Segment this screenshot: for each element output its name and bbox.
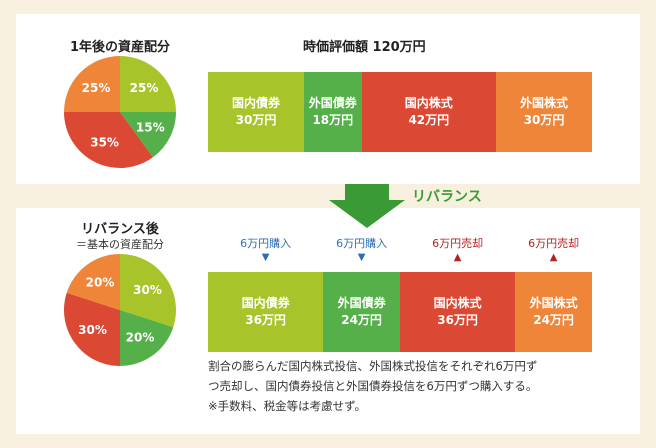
action-sell-3: 6万円売却 ▲: [413, 236, 503, 264]
rebalance-label: リバランス: [412, 189, 482, 205]
bar-before-segment-amount-3: 42万円: [408, 113, 450, 127]
triangle-down-icon: ▼: [357, 252, 366, 263]
down-arrow-icon: [329, 184, 405, 228]
bar-after-segment-name-1: 国内債券: [241, 296, 290, 310]
pie-chart-after: 30% 20% 30% 20%: [64, 254, 176, 366]
pie-before-slice-label-1: 25%: [130, 81, 159, 95]
pie-title-after: リバランス後: [81, 222, 159, 237]
bar-after-segment-name-4: 外国株式: [529, 296, 578, 310]
pie-after-slice-label-4: 20%: [86, 276, 115, 290]
triangle-up-icon: ▲: [453, 252, 462, 263]
pie-title-before: 1年後の資産配分: [69, 40, 171, 55]
pie-before-slice-3: [64, 112, 153, 168]
bar-before-segment-name-2: 外国債券: [308, 96, 357, 110]
bar-after-segment-name-2: 外国債券: [337, 296, 386, 310]
bar-after-segment-amount-2: 24万円: [341, 313, 382, 327]
bar-before-segment-name-3: 国内株式: [404, 96, 453, 110]
action-sell-4: 6万円売却 ▲: [509, 236, 599, 264]
bar-after-segment-amount-1: 36万円: [245, 313, 286, 327]
bar-title-before: 時価評価額 120万円: [303, 40, 426, 55]
bar-before-segment-1: 国内債券 30万円: [208, 72, 304, 152]
bar-after-segment-3: 国内株式 36万円: [399, 272, 516, 352]
bar-before-segment-name-1: 国内債券: [231, 96, 280, 110]
pie-subtitle-after: ＝基本の資産配分: [76, 238, 164, 251]
pie-before-slice-4: [64, 56, 120, 112]
action-text-2: 6万円購入: [336, 237, 388, 250]
pie-before-slice-2: [120, 112, 176, 158]
bar-before-segment-name-4: 外国株式: [519, 96, 568, 110]
triangle-down-icon: ▼: [261, 252, 270, 263]
pie-after-slice-label-1: 30%: [133, 283, 162, 297]
pie-before-slice-label-4: 25%: [82, 81, 111, 95]
triangle-up-icon: ▲: [549, 252, 558, 263]
pie-before-slice-label-2: 15%: [136, 120, 165, 134]
note-line-3: ※手数料、税金等は考慮せず。: [208, 399, 366, 413]
stacked-bar-before: 国内債券 30万円 外国債券 18万円 国内株式 42万円 外国株式 30万円: [208, 72, 592, 152]
action-text-3: 6万円売却: [432, 237, 484, 250]
bar-before-segment-amount-1: 30万円: [235, 113, 277, 127]
pie-after-slice-4: [66, 254, 120, 310]
action-buy-1: 6万円購入 ▼: [221, 236, 311, 264]
bar-after-segment-amount-4: 24万円: [533, 313, 574, 327]
action-text-4: 6万円売却: [528, 237, 580, 250]
pie-after-slice-3: [64, 292, 120, 366]
bar-before-segment-3: 国内株式 42万円: [361, 72, 496, 152]
bar-after-segment-1: 国内債券 36万円: [208, 272, 324, 352]
bar-before-segment-amount-4: 30万円: [523, 113, 565, 127]
pie-after-slice-2: [120, 310, 174, 366]
bar-after-segment-amount-3: 36万円: [437, 313, 478, 327]
note-line-1: 割合の膨らんだ国内株式投信、外国株式投信をそれぞれ6万円ず: [208, 359, 538, 373]
bar-after-segment-2: 外国債券 24万円: [323, 272, 400, 352]
explanation-note: 割合の膨らんだ国内株式投信、外国株式投信をそれぞれ6万円ず つ売却し、国内債券投…: [208, 356, 624, 416]
pie-after-slice-1: [120, 254, 176, 328]
bar-after-segment-4: 外国株式 24万円: [515, 272, 592, 352]
stacked-bar-after: 国内債券 36万円 外国債券 24万円 国内株式 36万円 外国株式 24万円: [208, 272, 592, 352]
pie-chart-before: 25% 15% 35% 25%: [64, 56, 176, 168]
bar-before-segment-4: 外国株式 30万円: [495, 72, 592, 152]
bar-before-segment-amount-2: 18万円: [312, 113, 354, 127]
pie-before-slice-1: [120, 56, 176, 112]
pie-before-slice-label-3: 35%: [90, 135, 119, 149]
bar-before-segment-2: 外国債券 18万円: [304, 72, 362, 152]
pie-after-slice-label-3: 30%: [78, 323, 107, 337]
action-buy-2: 6万円購入 ▼: [317, 236, 407, 264]
action-text-1: 6万円購入: [240, 237, 292, 250]
bar-after-segment-name-3: 国内株式: [433, 296, 482, 310]
note-line-2: つ売却し、国内債券投信と外国債券投信を6万円ずつ購入する。: [208, 379, 538, 393]
pie-after-slice-label-2: 20%: [126, 331, 155, 345]
